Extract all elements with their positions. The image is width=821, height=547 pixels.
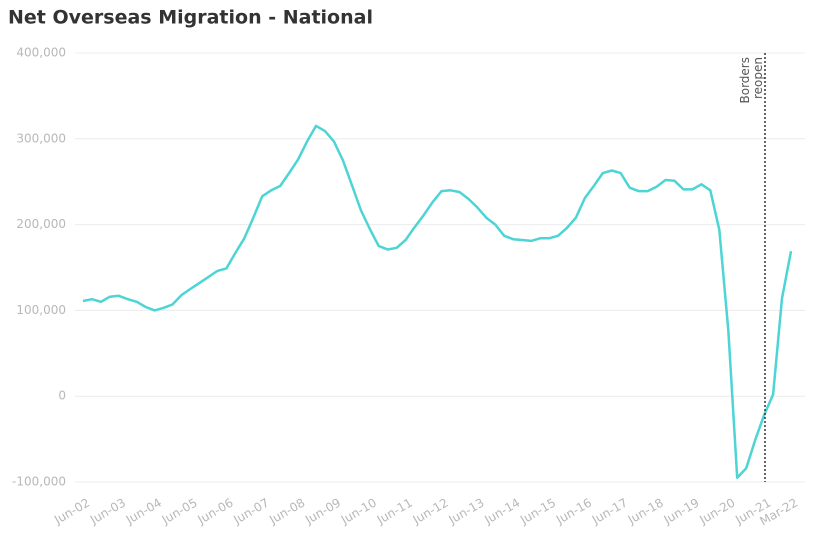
x-tick-label: Jun-17 [589,496,630,528]
x-tick-label: Jun-19 [661,496,702,528]
x-tick-label: Jun-02 [51,496,92,528]
annotation: Bordersreopen [738,57,765,103]
x-tick-label: Jun-18 [625,496,666,528]
x-tick-label: Jun-16 [553,496,594,528]
x-tick-label: Jun-04 [123,496,164,528]
x-tick-label: Jun-10 [338,496,379,528]
chart-title: Net Overseas Migration - National [8,7,373,29]
x-tick-label: Jun-08 [266,496,307,528]
y-tick-label: 0 [58,389,66,403]
x-tick-label: Jun-11 [374,496,415,528]
y-tick-label: 200,000 [16,217,66,231]
x-tick-label: Jun-09 [302,496,343,528]
line [82,124,793,479]
y-tick-label: -100,000 [12,475,66,489]
y-tick-label: 400,000 [16,46,66,60]
x-tick-label: Jun-20 [696,496,737,528]
x-tick-label: Jun-03 [87,496,128,528]
x-tick-label: Jun-15 [517,496,558,528]
x-tick-label: Jun-13 [445,496,486,528]
y-tick-label: 300,000 [16,131,66,145]
x-tick-label: Jun-06 [195,496,236,528]
x-tick-label: Jun-07 [230,496,271,528]
x-tick-label: Jun-05 [159,496,200,528]
x-tick-label: Jun-12 [410,496,451,528]
y-tick-label: 100,000 [16,303,66,317]
x-tick-label: Jun-14 [481,496,522,528]
